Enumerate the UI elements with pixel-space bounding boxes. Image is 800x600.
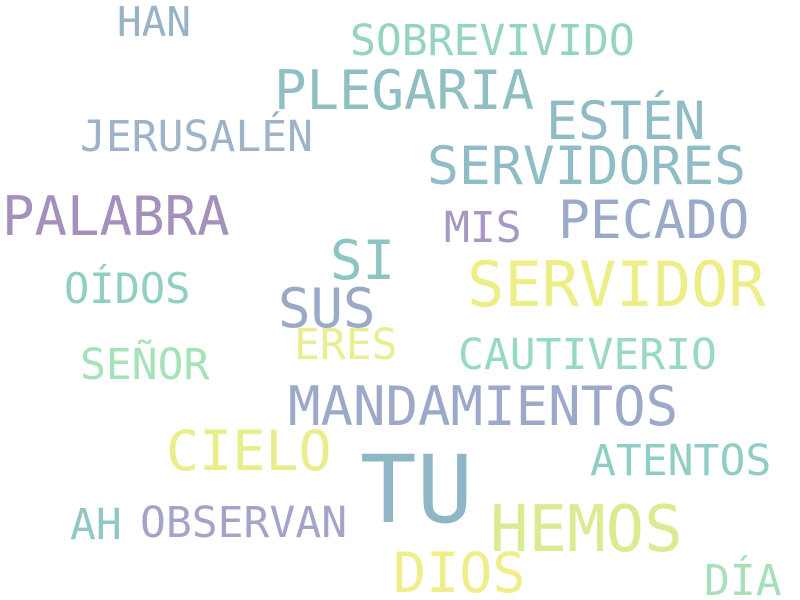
word-jerusalen: JERUSALÉN: [80, 112, 313, 162]
word-ah: AH: [70, 500, 122, 550]
word-senor: SEÑOR: [80, 340, 210, 390]
word-oidos: OÍDOS: [64, 264, 191, 313]
word-servidores: SERVIDORES: [427, 136, 747, 197]
word-dios: DIOS: [393, 541, 526, 600]
word-si: SI: [330, 229, 396, 292]
word-servidor: SERVIDOR: [467, 248, 766, 321]
word-atentos: ATENTOS: [590, 436, 772, 486]
word-hemos: HEMOS: [490, 493, 683, 567]
word-palabra: PALABRA: [2, 185, 230, 248]
word-mandamientos: MANDAMIENTOS: [288, 375, 679, 438]
word-sus: SUS: [278, 277, 376, 340]
word-sobrevivido: SOBREVIVIDO: [350, 16, 635, 66]
word-plegaria: PLEGARIA: [274, 59, 535, 122]
word-mis: MIS: [444, 203, 522, 253]
word-tu: TU: [360, 436, 474, 545]
word-han: HAN: [117, 0, 192, 46]
word-pecado: PECADO: [558, 190, 750, 251]
word-cautiverio: CAUTIVERIO: [458, 330, 717, 380]
word-eres: ERES: [294, 320, 398, 370]
word-esten: ESTÉN: [546, 91, 706, 152]
word-observan: OBSERVAN: [140, 498, 348, 548]
word-cielo: CIELO: [166, 419, 332, 483]
word-dia: DÍA: [704, 556, 782, 600]
